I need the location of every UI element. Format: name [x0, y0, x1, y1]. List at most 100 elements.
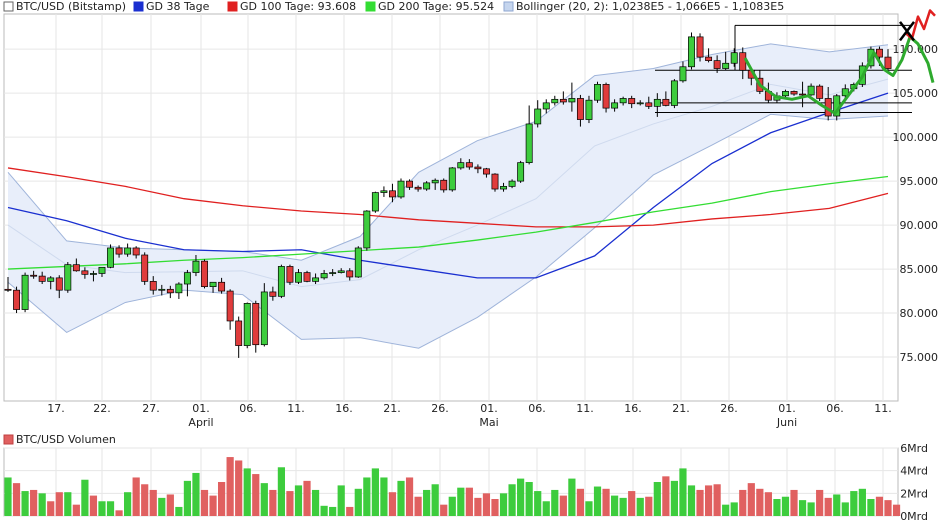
candle: [628, 95, 636, 109]
volume-bar: [423, 489, 431, 516]
candle: [38, 271, 46, 285]
x-tick-label: 26.: [720, 402, 738, 415]
candle-down-body: [662, 98, 670, 106]
volume-y-tick-label: 4Mrd: [900, 465, 928, 478]
candle-up-body: [585, 99, 593, 120]
candle: [816, 84, 824, 102]
candle: [807, 83, 815, 96]
candle-down-body: [790, 91, 798, 95]
candle: [81, 267, 89, 279]
candle: [525, 105, 533, 165]
candle-up-body: [568, 98, 576, 103]
volume-title-label: BTC/USD Volumen: [16, 433, 116, 446]
volume-bar: [217, 482, 226, 516]
volume-bar: [491, 499, 499, 516]
candle-down-body: [482, 168, 490, 175]
candle: [295, 269, 302, 285]
candle-down-body: [286, 266, 294, 283]
candle-up-body: [551, 98, 559, 104]
legend-item-gd200: GD 200 Tage: 95.524: [365, 0, 494, 13]
candle: [201, 259, 208, 289]
candle: [576, 94, 584, 127]
volume-bar: [277, 467, 285, 516]
volume-bar: [559, 495, 567, 516]
candle-up-body: [653, 98, 661, 107]
candle: [209, 281, 217, 293]
volume-bar: [730, 502, 738, 516]
legend-label-btc: BTC/USD (Bitstamp): [16, 0, 126, 13]
candle: [602, 82, 610, 113]
candle-up-body: [807, 85, 815, 96]
candle: [329, 269, 337, 277]
volume-bar: [884, 500, 892, 516]
volume-bar: [756, 488, 764, 516]
volume-bar: [747, 483, 755, 516]
candle: [619, 96, 627, 106]
volume-bar: [841, 502, 849, 516]
candle: [55, 275, 63, 299]
candle: [559, 91, 567, 105]
volume-bar: [534, 491, 542, 516]
volume-bar: [166, 494, 174, 516]
candle: [568, 82, 576, 112]
volume-bar: [867, 499, 875, 516]
candle-up-body: [183, 272, 191, 285]
candle-up-body: [670, 80, 678, 106]
candle: [320, 269, 328, 280]
candle: [508, 179, 516, 189]
candle: [354, 246, 362, 278]
candle-down-body: [602, 84, 610, 109]
candle-up-body: [209, 281, 217, 288]
candle: [645, 96, 653, 109]
price-plot: 17. 22. 27. 01. 06. 11. 16. 21. 26. 01. 06. 11. 16. 2…: [4, 9, 939, 429]
legend-label-gd38: GD 38 Tage: [146, 0, 210, 13]
candle: [243, 302, 251, 349]
candle: [158, 284, 166, 296]
candle-up-body: [534, 108, 542, 125]
volume-bar: [303, 480, 311, 516]
candle: [653, 93, 661, 117]
volume-bar: [499, 493, 508, 516]
forecast-cross-mark: [899, 21, 915, 42]
candle: [13, 286, 20, 314]
volume-bar: [192, 472, 200, 516]
volume-bar: [807, 502, 815, 516]
gd200-line: [7, 175, 889, 270]
volume-bar: [602, 488, 610, 516]
x-tick-label: 27.: [142, 402, 160, 415]
candle: [730, 48, 738, 67]
volume-bar: [611, 495, 619, 516]
candle-down-body: [303, 272, 311, 282]
candle-up-body: [107, 247, 114, 268]
candle: [269, 286, 277, 301]
volume-bar: [781, 496, 790, 516]
candle: [713, 55, 721, 73]
candle: [722, 51, 730, 71]
candle-up-body: [21, 274, 29, 310]
y-tick-label: 110.000: [893, 43, 939, 56]
candle-up-body: [175, 283, 183, 294]
legend-item-gd38: GD 38 Tage: [133, 0, 210, 13]
volume-bar: [858, 488, 866, 516]
candle: [192, 254, 200, 277]
bollinger-middle-line: [7, 78, 889, 288]
legend-swatch-btc: [3, 1, 14, 12]
candle-down-body: [876, 48, 883, 58]
volume-bar: [704, 485, 713, 516]
volume-bar: [311, 489, 320, 516]
volume-bar: [371, 468, 379, 516]
y-tick-label: 85.000: [900, 263, 939, 276]
volume-bar: [739, 489, 747, 516]
volume-bar: [388, 492, 397, 516]
volume-bar: [687, 485, 696, 516]
candle: [457, 158, 465, 170]
candle-down-body: [81, 270, 89, 275]
candle: [286, 264, 294, 285]
volume-bar: [89, 495, 98, 516]
candle: [474, 164, 482, 174]
candle-down-body: [55, 277, 63, 291]
volume-bar: [465, 487, 473, 516]
legend-swatch-bollinger: [503, 1, 514, 12]
x-month-label: Juni: [776, 416, 797, 429]
candle-up-body: [722, 62, 730, 69]
